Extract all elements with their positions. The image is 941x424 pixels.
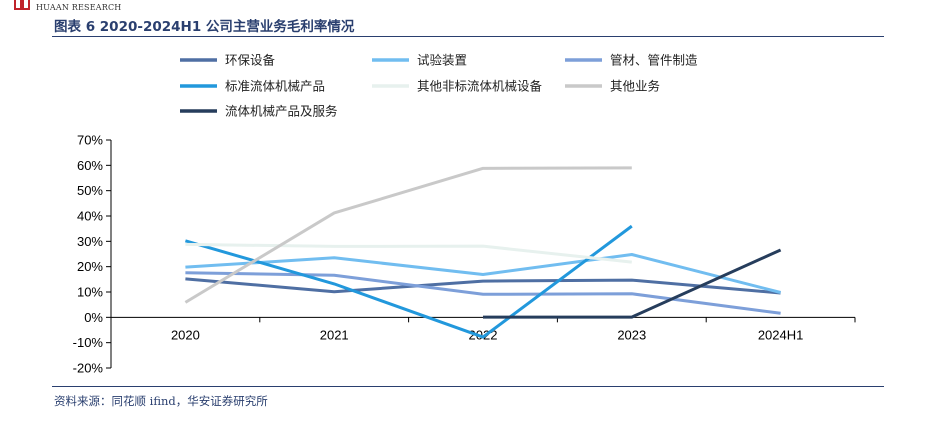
y-tick-label: 70% — [77, 133, 103, 148]
source-note: 资料来源：同花顺 ifind，华安证券研究所 — [54, 394, 268, 408]
x-tick-label: 2021 — [320, 327, 349, 342]
y-tick-label: 0% — [84, 310, 103, 325]
brand: HUAAN RESEARCH — [14, 0, 121, 12]
title-divider — [52, 36, 884, 37]
series-line — [185, 242, 632, 264]
legend-label: 环保设备 — [225, 53, 276, 68]
y-tick-label: 10% — [77, 285, 103, 300]
figure-title: 图表 6 2020-2024H1 公司主营业务毛利率情况 — [54, 19, 355, 35]
legend-label: 其他业务 — [610, 79, 660, 94]
brand-logo-icon — [14, 0, 30, 10]
y-tick-label: 20% — [77, 259, 103, 274]
series-line — [184, 224, 633, 339]
brand-name: HUAAN RESEARCH — [36, 3, 122, 12]
legend-label: 试验装置 — [417, 53, 467, 68]
series-line — [184, 166, 632, 304]
y-tick-label: 30% — [77, 234, 103, 249]
legend-label: 流体机械产品及服务 — [225, 104, 338, 119]
series-line — [185, 253, 781, 294]
x-tick-label: 2020 — [171, 327, 200, 342]
y-tick-label: 60% — [77, 158, 103, 173]
series-line — [483, 248, 782, 319]
y-tick-label: 50% — [77, 183, 103, 198]
y-tick-label: -20% — [73, 361, 104, 376]
y-tick-label: -10% — [73, 335, 104, 350]
legend-label: 其他非标流体机械设备 — [417, 79, 543, 94]
series-line — [185, 277, 781, 295]
x-tick-label: 2023 — [617, 327, 646, 342]
footer-divider — [52, 386, 884, 387]
x-tick-label: 2024H1 — [758, 327, 804, 342]
series-line — [185, 271, 781, 315]
y-tick-label: 40% — [77, 209, 103, 224]
legend-label: 管材、管件制造 — [610, 53, 698, 68]
legend-label: 标准流体机械产品 — [225, 79, 325, 94]
